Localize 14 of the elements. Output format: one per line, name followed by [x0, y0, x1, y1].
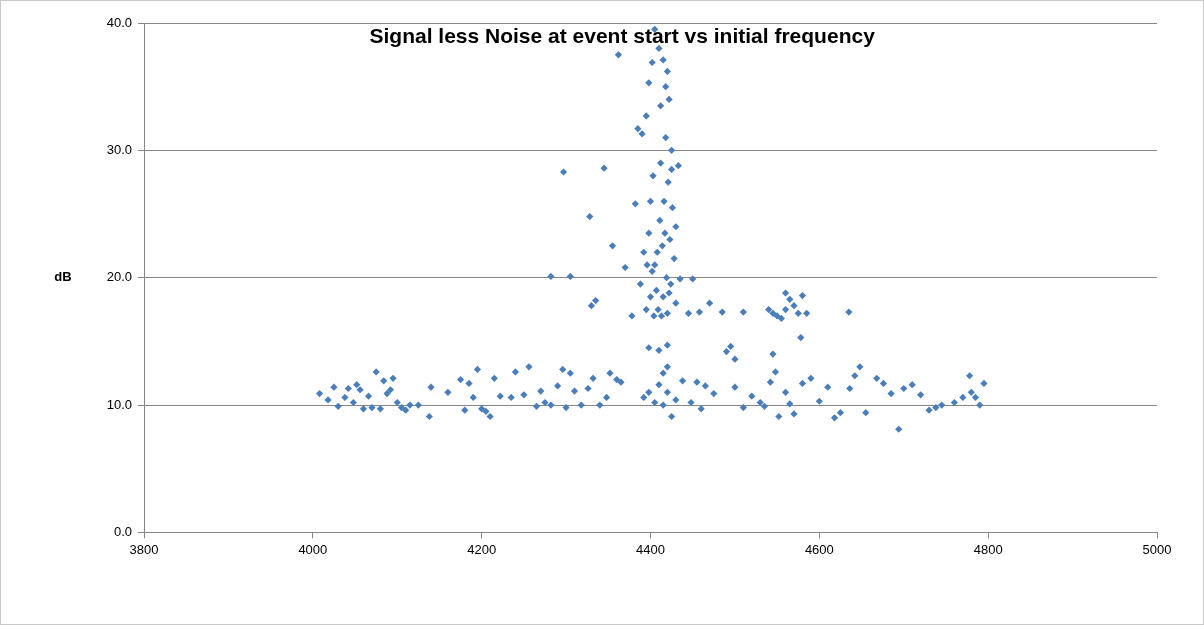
y-tick-label: 30.0 [106, 141, 132, 157]
y-tick-label: 0.0 [113, 523, 132, 539]
x-tick-label: 4800 [973, 541, 1003, 557]
y-tick-label: 20.0 [106, 269, 132, 285]
chart-title: Signal less Noise at event start vs initial frequency [369, 23, 876, 47]
x-tick-label: 4200 [467, 541, 497, 557]
y-axis-title: dB [54, 269, 72, 285]
x-tick-label: 4000 [298, 541, 328, 557]
x-tick-label: 5000 [1142, 541, 1172, 557]
x-tick-label: 4400 [636, 541, 665, 557]
x-tick-label: 4600 [804, 541, 834, 557]
y-tick-label: 40.0 [106, 14, 132, 30]
y-tick-label: 10.0 [106, 396, 132, 412]
x-tick-label: 3800 [129, 541, 159, 557]
